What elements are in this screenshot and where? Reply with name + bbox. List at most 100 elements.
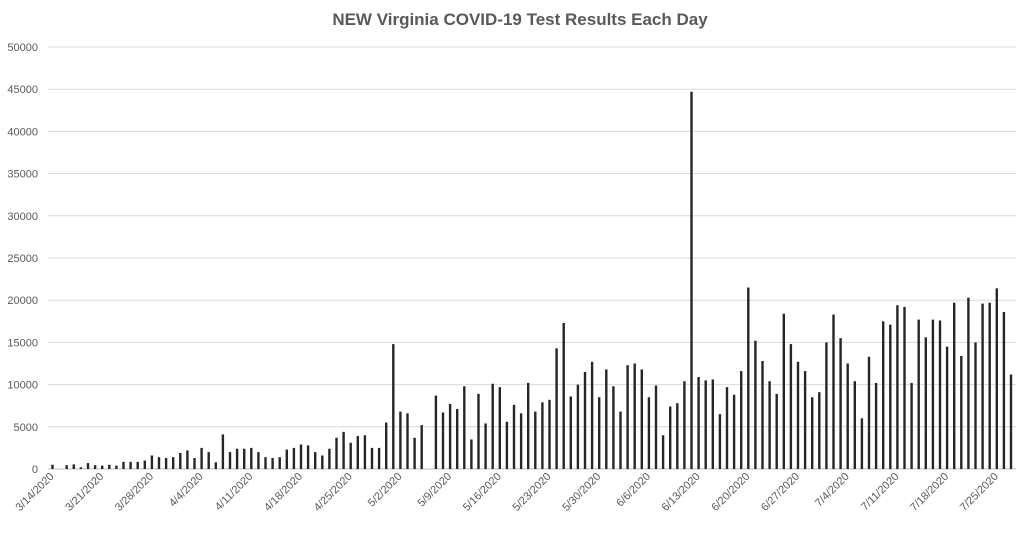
bar [896, 305, 899, 469]
bar [796, 361, 800, 469]
bar [370, 447, 374, 469]
bar [278, 457, 281, 469]
y-tick-label: 10000 [7, 380, 38, 392]
bar [924, 337, 927, 469]
bar [108, 464, 111, 469]
bar [704, 380, 707, 469]
bar [399, 411, 402, 469]
bar [101, 465, 104, 469]
bar [306, 445, 310, 469]
bar [811, 397, 814, 469]
bar [846, 363, 849, 469]
bar [839, 338, 842, 469]
bar [214, 462, 217, 469]
bar [484, 423, 487, 469]
bar [619, 411, 622, 469]
bar [356, 436, 359, 469]
bar [967, 297, 970, 469]
bar [129, 461, 132, 469]
y-tick-label: 25000 [7, 253, 38, 265]
bar [505, 421, 509, 469]
bar [1009, 374, 1013, 469]
bar [271, 458, 274, 469]
bar [186, 450, 189, 469]
bar [669, 406, 672, 469]
bar [903, 306, 906, 469]
y-tick-label: 20000 [7, 295, 38, 307]
bar [583, 371, 587, 469]
bar [598, 397, 601, 469]
bar [321, 455, 324, 469]
bar [867, 356, 871, 469]
bar [164, 458, 168, 469]
x-tick-label: 7/11/2020 [859, 471, 902, 514]
bar [818, 392, 821, 469]
bar [392, 344, 395, 469]
x-tick-label: 5/2/2020 [366, 471, 405, 510]
bar [264, 457, 267, 469]
bar [732, 394, 736, 469]
bar [981, 303, 984, 469]
bar [349, 442, 352, 469]
x-tick-label: 3/14/2020 [14, 471, 57, 514]
bar [377, 447, 381, 469]
gridlines [48, 46, 1016, 470]
x-tick-label: 6/6/2020 [614, 471, 653, 510]
bar [661, 435, 665, 469]
bar [235, 448, 239, 469]
bar [654, 385, 658, 469]
x-tick-label: 3/28/2020 [113, 471, 156, 514]
bar [200, 447, 203, 469]
x-tick-label: 4/25/2020 [312, 471, 355, 514]
y-tick-label: 50000 [7, 42, 38, 54]
bar [690, 91, 693, 469]
bar [740, 371, 743, 469]
bar [477, 393, 480, 469]
x-tick-label: 6/27/2020 [759, 471, 802, 514]
bar [463, 386, 466, 469]
bar [775, 393, 778, 469]
bar [938, 320, 942, 469]
bar [441, 412, 445, 469]
bar [782, 313, 785, 469]
bar [889, 324, 892, 469]
bar [931, 319, 935, 469]
y-tick-label: 35000 [7, 169, 38, 181]
x-tick-label: 7/4/2020 [813, 471, 852, 510]
x-axis-tick-labels: 3/14/2020 3/21/2020 3/28/2020 4/4/2020 4/11/… [14, 471, 1001, 514]
bar [456, 409, 459, 469]
bar [725, 387, 729, 469]
bar [122, 461, 125, 469]
x-tick-label: 7/18/2020 [908, 471, 951, 514]
bar [640, 369, 643, 469]
bar [172, 457, 175, 469]
bar [832, 314, 835, 469]
bar [960, 355, 963, 469]
bar [207, 452, 210, 469]
bar [512, 404, 516, 469]
bar [335, 437, 338, 469]
bar [448, 404, 452, 469]
bar [874, 382, 878, 469]
bar [860, 418, 864, 469]
bar [250, 447, 253, 469]
bar [534, 411, 537, 469]
bar [179, 452, 182, 469]
y-tick-label: 0 [32, 464, 38, 476]
bar [612, 386, 615, 469]
bars [51, 91, 1013, 469]
bar [910, 382, 913, 469]
x-tick-label: 5/9/2020 [415, 471, 454, 510]
bar [789, 344, 793, 469]
y-tick-label: 45000 [7, 84, 38, 96]
y-tick-label: 15000 [7, 337, 38, 349]
bar [72, 464, 75, 469]
bar [434, 395, 438, 469]
bar [143, 460, 146, 469]
bar [314, 452, 317, 469]
bar [342, 431, 345, 469]
y-tick-label: 40000 [7, 126, 38, 138]
bar [747, 287, 750, 469]
bar [527, 382, 530, 469]
